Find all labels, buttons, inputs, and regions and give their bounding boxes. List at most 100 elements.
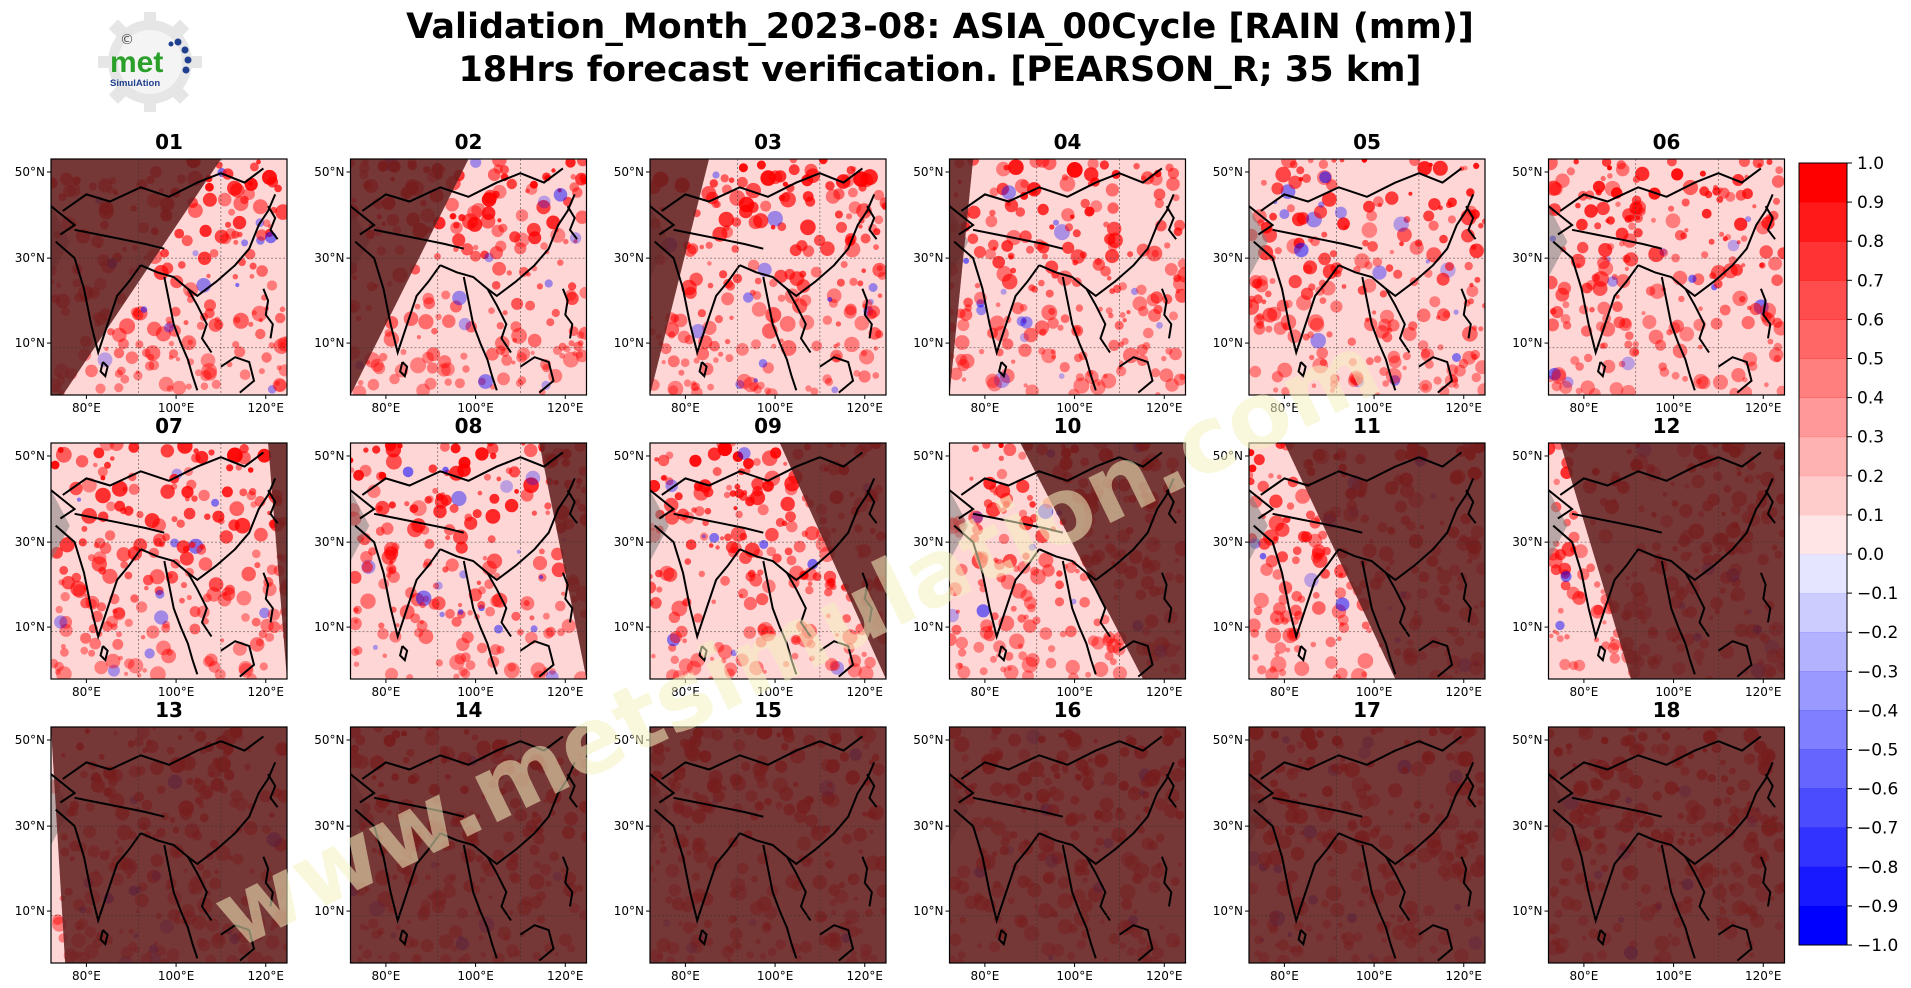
x-tick-label: 80°E (1270, 685, 1299, 699)
panel-title: 18 (1653, 698, 1681, 722)
colorbar-segment (1799, 749, 1847, 789)
map-panel: 06 80°E 100°E 120°E 50°N 30°N 10°N (1512, 130, 1786, 415)
y-tick-label: 10°N (15, 904, 45, 918)
colorbar-segment (1799, 827, 1847, 868)
figure-title: Validation_Month_2023-08: ASIA_00Cycle [… (300, 6, 1580, 92)
x-tick-label: 100°E (1356, 969, 1393, 983)
map-frame (948, 158, 1187, 396)
x-tick-label: 80°E (1569, 401, 1598, 415)
night-shade (350, 727, 587, 963)
y-tick-label: 50°N (1512, 449, 1542, 463)
panel-title: 10 (1054, 414, 1082, 438)
map-frame (1547, 442, 1786, 680)
colorbar-tick-label: 0.8 (1857, 232, 1884, 252)
y-tick-label: 30°N (314, 251, 344, 265)
y-tick-label: 10°N (1512, 336, 1542, 350)
coastlines (350, 735, 578, 962)
x-tick-label: 120°E (1745, 401, 1782, 415)
x-tick-label: 120°E (847, 401, 884, 415)
y-tick-label: 30°N (1512, 819, 1542, 833)
graticule (51, 443, 287, 679)
y-tick-label: 50°N (15, 733, 45, 747)
coastlines (650, 451, 878, 678)
colorbar-tick-label: 0.5 (1857, 350, 1884, 370)
y-tick-label: 50°N (913, 449, 943, 463)
x-tick-label: 120°E (847, 969, 884, 983)
x-tick-label: 80°E (1569, 969, 1598, 983)
x-tick-label: 100°E (1655, 401, 1692, 415)
colorbar-tick-label: −0.9 (1857, 897, 1898, 917)
colorbar-tick-label: −0.2 (1857, 623, 1898, 643)
map-panel: 10 80°E 100°E 120°E 50°N 30°N 10°N (913, 414, 1187, 699)
x-tick-label: 100°E (457, 969, 494, 983)
map-frame (1248, 726, 1486, 964)
panel-title: 07 (155, 414, 183, 438)
panel-title: 08 (455, 414, 483, 438)
map-frame (649, 442, 887, 680)
colorbar-segment (1799, 554, 1847, 594)
graticule (1548, 727, 1785, 963)
x-tick-label: 100°E (457, 685, 494, 699)
x-tick-label: 80°E (1270, 969, 1299, 983)
graticule (949, 443, 1186, 679)
colorbar-tick-label: −0.7 (1857, 819, 1898, 839)
x-tick-label: 120°E (547, 685, 584, 699)
x-tick-label: 120°E (248, 969, 285, 983)
y-tick-label: 30°N (314, 535, 344, 549)
y-tick-label: 10°N (314, 904, 344, 918)
y-tick-label: 30°N (913, 251, 943, 265)
night-shade (268, 443, 287, 679)
graticule (51, 159, 287, 395)
x-tick-label: 80°E (1270, 401, 1299, 415)
graticule (350, 159, 587, 395)
colorbar-segment (1799, 632, 1847, 672)
panel-title: 05 (1353, 130, 1381, 154)
coastlines (350, 167, 578, 394)
x-tick-label: 100°E (1056, 401, 1093, 415)
logo-subtext: SimulAtion (110, 78, 160, 89)
x-tick-label: 120°E (1745, 685, 1782, 699)
logo-copyright-symbol: © (120, 32, 134, 48)
colorbar-tick-label: 0.6 (1857, 310, 1884, 330)
colorbar-tick-label: −0.4 (1857, 701, 1898, 721)
logo-text: met (110, 46, 163, 79)
map-frame (948, 726, 1187, 964)
x-tick-label: 120°E (248, 685, 285, 699)
y-tick-label: 50°N (314, 449, 344, 463)
y-tick-label: 50°N (1512, 733, 1542, 747)
map-frame (1547, 726, 1786, 964)
x-tick-label: 100°E (1356, 401, 1393, 415)
map-frame (1248, 158, 1486, 396)
y-tick-label: 10°N (614, 336, 644, 350)
map-frame (50, 442, 288, 680)
y-tick-label: 30°N (1213, 535, 1243, 549)
y-tick-label: 10°N (314, 336, 344, 350)
graticule (1249, 443, 1485, 679)
map-panel: 02 80°E 100°E 120°E 50°N 30°N 10°N (314, 130, 588, 415)
night-shade (1284, 443, 1485, 679)
y-tick-label: 50°N (15, 165, 45, 179)
colorbar-tick-label: −0.1 (1857, 584, 1898, 604)
y-tick-label: 30°N (314, 819, 344, 833)
coastlines (1548, 167, 1776, 394)
y-tick-label: 10°N (1213, 904, 1243, 918)
panel-title: 06 (1653, 130, 1681, 154)
graticule (949, 727, 1186, 963)
coastlines (51, 735, 279, 962)
map-panel: 04 80°E 100°E 120°E 50°N 30°N 10°N (913, 130, 1187, 415)
map-frame (349, 442, 588, 680)
y-tick-label: 10°N (913, 620, 943, 634)
graticule (350, 443, 587, 679)
graticule (350, 727, 587, 963)
coastlines (1249, 735, 1477, 962)
map-frame (50, 158, 288, 396)
y-tick-label: 50°N (1213, 449, 1243, 463)
coastlines (949, 735, 1177, 962)
colorbar-segment (1799, 671, 1847, 711)
x-tick-label: 80°E (671, 401, 700, 415)
coastlines (650, 735, 878, 962)
graticule (949, 159, 1186, 395)
map-panel: 15 80°E 100°E 120°E 50°N 30°N 10°N (614, 698, 887, 983)
